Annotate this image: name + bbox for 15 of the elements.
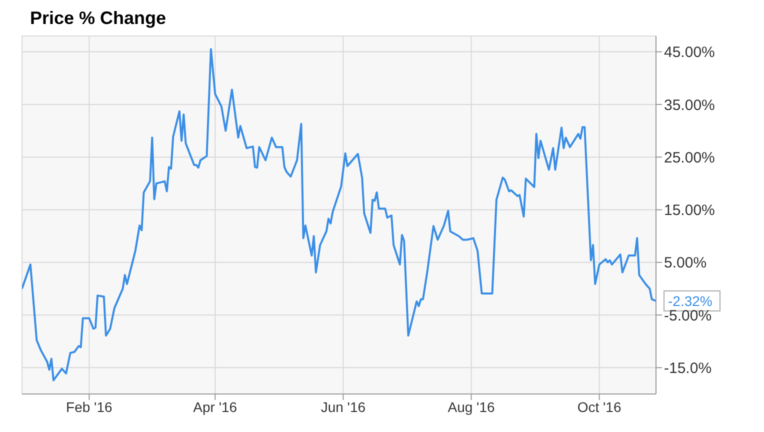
annotation: -2.32% [668,292,712,309]
line-series [22,48,656,382]
y-tick-label: 35.00% [664,96,715,114]
y-tick-label: 45.00% [664,44,715,62]
y-tick-label: -15.0% [664,360,712,377]
x-tick-label: Feb '16 [66,398,113,415]
y-tick-label: -5.00% [664,307,712,324]
chart-title: Price % Change [29,8,168,30]
x-tick-label: Apr '16 [193,398,238,415]
x-tick-label: Jun '16 [320,398,366,415]
y-tick-label: 5.00% [664,254,707,272]
y-tick-label: 25.00% [664,149,715,166]
x-tick-label: Aug '16 [448,398,495,415]
x-tick-label: Oct '16 [577,398,622,415]
y-tick-label: 15.00% [664,202,715,220]
